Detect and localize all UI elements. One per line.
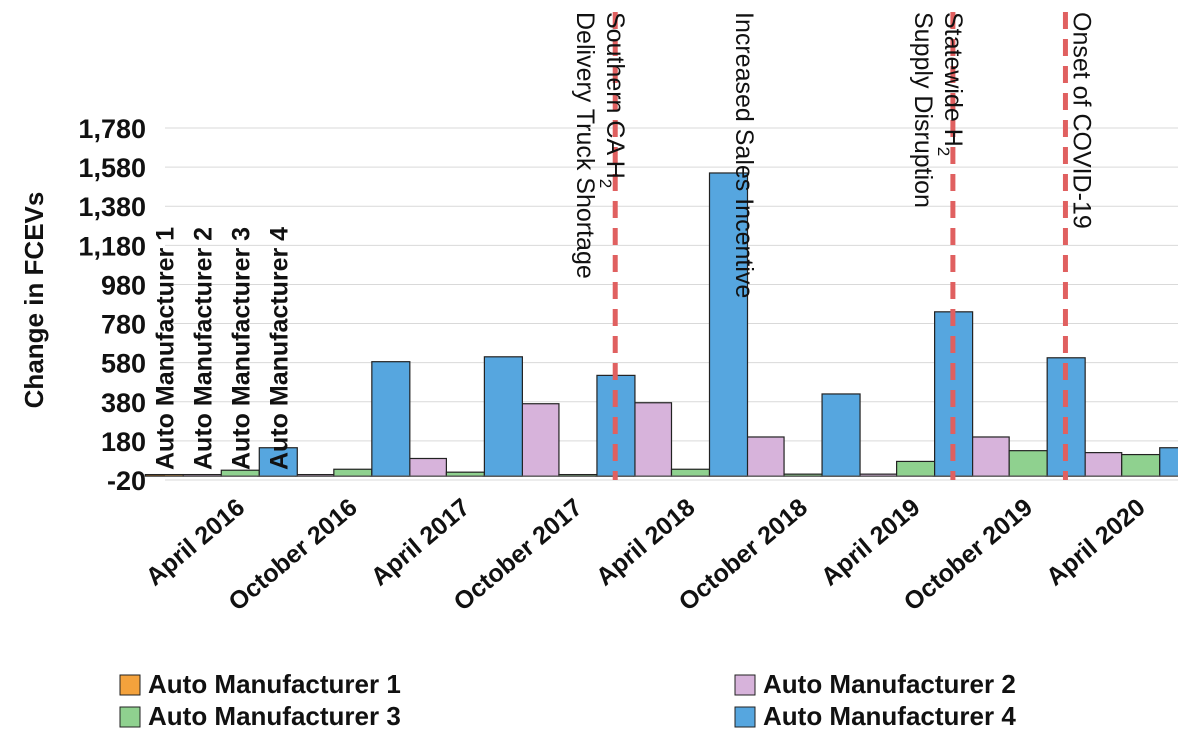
y-tick-label: 980 [101, 270, 146, 300]
bar-2 [1083, 452, 1123, 477]
y-tick-label: 1,380 [78, 192, 146, 222]
bar-4 [821, 393, 861, 477]
y-tick-label: 780 [101, 310, 146, 340]
bar-2 [970, 436, 1010, 477]
legend-swatch [734, 674, 756, 696]
bar-3 [1008, 450, 1048, 477]
event-label-line2: Delivery Truck Shortage [571, 12, 599, 279]
y-axis-label: Change in FCEVs [19, 192, 49, 409]
y-axis: -20 180 380 580 780 980 1,180 1,380 1,580 1,780 [78, 114, 146, 496]
x-tick-label: April 2016 [141, 493, 251, 591]
legend-entry: Auto Manufacturer 2 [763, 669, 1016, 699]
event-label: Onset of COVID-19 [1067, 12, 1095, 229]
in-chart-series-label: Auto Manufacturer 2 [189, 227, 217, 470]
x-tick-label: April 2017 [366, 493, 476, 591]
x-tick-label: April 2019 [816, 493, 926, 591]
bar-3 [333, 468, 373, 477]
legend-entry: Auto Manufacturer 3 [148, 701, 401, 731]
event-label-line1: Statewide H2 [934, 12, 967, 156]
y-tick-label: 180 [101, 427, 146, 457]
x-tick-label: April 2020 [1041, 493, 1151, 591]
y-tick-label: 1,180 [78, 231, 146, 261]
in-chart-legend: Auto Manufacturer 1 Auto Manufacturer 2 Au… [151, 227, 293, 470]
bar-2 [520, 403, 560, 477]
legend-entry: Auto Manufacturer 1 [148, 669, 401, 699]
bar-3 [220, 469, 260, 477]
y-tick-label: 1,780 [78, 114, 146, 144]
event-label-line1: Increased Sales Incentive [730, 12, 758, 298]
bar-2 [407, 457, 447, 477]
gridlines [165, 127, 1178, 481]
bar-3 [670, 468, 711, 477]
legend-swatch [734, 706, 756, 728]
in-chart-series-label: Auto Manufacturer 4 [265, 227, 293, 470]
bar-4 [258, 447, 298, 477]
y-tick-label: 580 [101, 349, 146, 379]
y-tick-label: -20 [107, 466, 146, 496]
event-label-line1: Onset of COVID-19 [1067, 12, 1095, 229]
legend-swatch [119, 674, 141, 696]
bar-2 [745, 436, 785, 477]
x-tick-label: April 2018 [591, 493, 701, 591]
bar-4 [371, 361, 411, 477]
bar-4 [1159, 447, 1178, 477]
in-chart-series-label: Auto Manufacturer 1 [151, 227, 179, 470]
legend-entry: Auto Manufacturer 4 [763, 701, 1016, 731]
event-label: Increased Sales Incentive [730, 12, 758, 298]
event-label-line1: Southern CA H2 [596, 12, 629, 188]
y-tick-label: 1,580 [78, 153, 146, 183]
bar-3 [1121, 453, 1161, 477]
bar-2 [632, 402, 673, 477]
legend: Auto Manufacturer 1 Auto Manufacturer 2Au… [119, 669, 1016, 731]
event-label-line2: Supply Disruption [909, 12, 937, 208]
in-chart-series-label: Auto Manufacturer 3 [227, 227, 255, 470]
bars [144, 172, 1178, 477]
bar-4 [483, 356, 523, 477]
legend-swatch [119, 706, 141, 728]
y-tick-label: 380 [101, 388, 146, 418]
bar-3 [896, 460, 936, 477]
bar-4 [708, 172, 749, 477]
